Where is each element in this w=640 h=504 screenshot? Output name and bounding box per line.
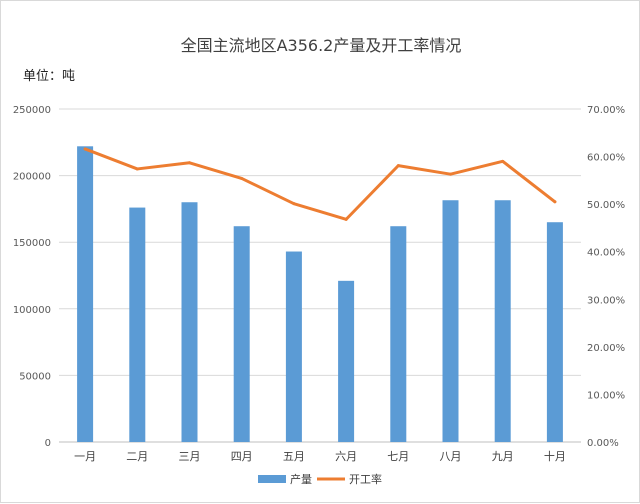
legend: 产量 开工率 [258,472,382,486]
chart-title: 全国主流地区A356.2产量及开工率情况 [181,36,462,55]
bar [181,202,198,442]
line-point [344,217,348,221]
left-axis: 0 50000 100000 150000 200000 250000 [13,105,51,449]
x-tick-label: 四月 [231,450,253,463]
line-point [83,147,87,151]
line-point [188,161,191,165]
bar [129,207,146,442]
x-tick-label: 五月 [283,450,305,463]
x-tick-label: 七月 [387,450,409,463]
line-series-utilization [83,147,557,221]
bar-series-output [77,146,563,442]
line-point [240,176,244,180]
right-axis: 0.00% 10.00% 20.00% 30.00% 40.00% 50.00% 60.00… [587,105,625,449]
legend-swatch-bar [258,475,286,483]
right-tick-label: 50.00% [587,200,625,211]
line-point [396,164,400,168]
right-tick-label: 40.00% [587,248,625,259]
x-tick-label: 二月 [126,450,148,463]
x-tick-label: 六月 [335,450,357,463]
legend-label-bar: 产量 [290,472,312,486]
x-tick-label: 八月 [440,450,462,463]
x-tick-label: 十月 [544,449,566,463]
bar [494,200,511,442]
bar [442,200,459,442]
bar [546,222,563,442]
x-tick-label: 三月 [179,450,201,463]
bar [390,226,407,442]
bar [77,146,94,442]
bar [338,280,355,442]
left-tick-label: 200000 [13,172,51,183]
left-tick-label: 0 [45,438,51,449]
gridlines [59,108,581,443]
left-tick-label: 150000 [13,238,51,249]
right-tick-label: 0.00% [587,438,619,449]
left-tick-label: 250000 [13,105,51,116]
x-tick-label: 九月 [492,450,514,463]
unit-label: 单位：吨 [23,69,75,84]
line-point [449,172,452,176]
x-tick-label: 一月 [74,450,96,463]
right-tick-label: 10.00% [587,390,625,401]
x-axis: 一月 二月 三月 四月 五月 六月 七月 八月 九月 十月 [74,449,566,463]
right-tick-label: 30.00% [587,295,625,306]
line-point [135,167,139,171]
bar [285,251,302,442]
right-tick-label: 60.00% [587,153,625,164]
legend-label-line: 开工率 [349,472,382,486]
line-point [501,159,505,163]
left-tick-label: 100000 [13,305,51,316]
line-point [553,200,557,204]
line-point [292,202,296,206]
right-tick-label: 70.00% [587,105,625,116]
bar [233,226,250,442]
left-tick-label: 50000 [19,371,51,382]
right-tick-label: 20.00% [587,343,625,354]
utilization-line [83,147,557,221]
